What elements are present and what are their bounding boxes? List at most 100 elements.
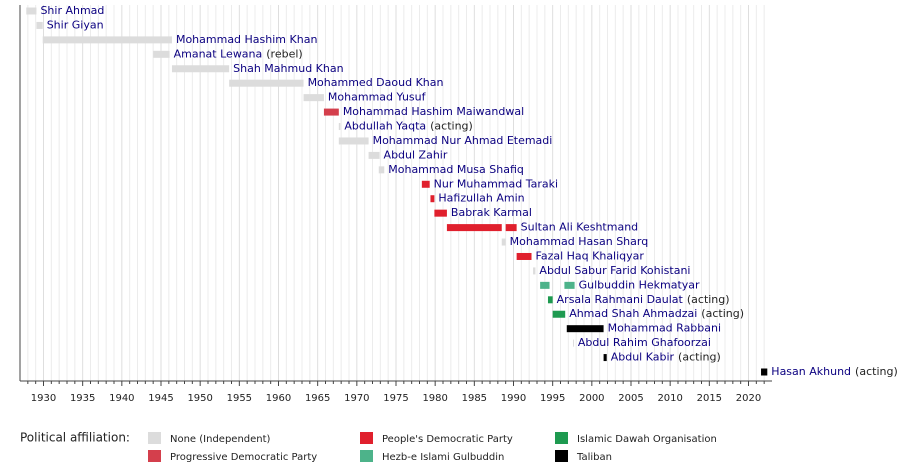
x-tick-label: 2015 — [697, 393, 722, 404]
legend-swatch — [555, 450, 568, 462]
term-bar — [26, 7, 37, 15]
term-bar — [338, 137, 369, 145]
legend-swatch — [360, 450, 373, 462]
x-tick-label: 2010 — [657, 393, 682, 404]
term-note: (acting) — [701, 307, 744, 320]
row-label: Shah Mahmud Khan — [233, 62, 343, 75]
person-name: Fazal Haq Khaliqyar — [536, 249, 645, 262]
row-label: Arsala Rahmani Daulat (acting) — [557, 293, 730, 306]
row-label: Nur Muhammad Taraki — [434, 177, 558, 190]
row-label: Mohammad Yusuf — [328, 91, 427, 104]
term-bar — [323, 108, 339, 116]
row-label: Shir Ahmad — [40, 4, 104, 17]
row-label: Abdul Rahim Ghafoorzai — [578, 336, 711, 349]
term-bar — [430, 195, 435, 203]
term-bar — [421, 180, 430, 188]
person-name: Shir Ahmad — [40, 4, 104, 17]
term-bar — [434, 209, 447, 217]
term-bar — [761, 368, 768, 376]
term-bar — [171, 65, 230, 73]
person-name: Abdullah Yaqta — [344, 120, 426, 133]
x-tick-label: 2020 — [736, 393, 761, 404]
row-label: Sultan Ali Keshtmand — [521, 221, 639, 234]
legend-label: Taliban — [576, 452, 612, 463]
person-name: Ahmad Shah Ahmadzai — [569, 307, 697, 320]
row-label: Mohammad Hashim Maiwandwal — [343, 105, 524, 118]
row-label: Hasan Akhund (acting) — [771, 365, 897, 378]
x-tick-label: 1995 — [540, 393, 565, 404]
term-bar — [446, 224, 502, 232]
person-name: Mohammad Hashim Khan — [176, 33, 317, 46]
row-label: Babrak Karmal — [451, 206, 532, 219]
person-name: Abdul Kabir — [611, 351, 675, 364]
term-bar — [564, 281, 575, 289]
term-bar — [552, 310, 566, 318]
term-bar — [338, 123, 341, 131]
person-name: Mohammad Hashim Maiwandwal — [343, 105, 524, 118]
term-bar — [378, 166, 385, 174]
term-bar — [573, 339, 575, 347]
x-tick-label: 1935 — [70, 393, 95, 404]
row-label: Hafizullah Amin — [438, 192, 524, 205]
legend-label: Islamic Dawah Organisation — [577, 434, 717, 445]
term-bar — [505, 224, 517, 232]
person-name: Mohammad Yusuf — [328, 91, 427, 104]
row-label: Mohammad Hasan Sharq — [510, 235, 649, 248]
term-bar — [603, 354, 607, 362]
legend-label: Progressive Democratic Party — [170, 452, 317, 463]
term-note: (rebel) — [266, 47, 302, 60]
legend-swatch — [148, 450, 161, 462]
row-label: Mohammad Hashim Khan — [176, 33, 317, 46]
person-name: Mohammed Daoud Khan — [308, 76, 444, 89]
person-name: Abdul Sabur Farid Kohistani — [539, 264, 690, 277]
term-bar — [153, 50, 170, 58]
person-name: Hasan Akhund — [771, 365, 851, 378]
term-bar — [501, 238, 506, 246]
person-name: Sultan Ali Keshtmand — [521, 221, 639, 234]
person-name: Amanat Lewana — [174, 47, 263, 60]
row-label: Fazal Haq Khaliqyar — [536, 249, 645, 262]
term-bar — [533, 267, 536, 275]
person-name: Abdul Rahim Ghafoorzai — [578, 336, 711, 349]
person-name: Shah Mahmud Khan — [233, 62, 343, 75]
x-tick-label: 2000 — [579, 393, 604, 404]
row-label: Ahmad Shah Ahmadzai (acting) — [569, 307, 744, 320]
legend-swatch — [360, 432, 373, 444]
x-tick-label: 1990 — [501, 393, 526, 404]
row-label: Abdullah Yaqta (acting) — [344, 120, 472, 133]
person-name: Arsala Rahmani Daulat — [557, 293, 684, 306]
x-tick-label: 1980 — [422, 393, 447, 404]
row-label: Mohammad Nur Ahmad Etemadi — [373, 134, 553, 147]
row-label: Amanat Lewana (rebel) — [174, 47, 303, 60]
person-name: Gulbuddin Hekmatyar — [579, 278, 700, 291]
person-name: Hafizullah Amin — [438, 192, 524, 205]
person-name: Mohammad Rabbani — [608, 322, 721, 335]
x-tick-label: 1965 — [305, 393, 330, 404]
legend-swatch — [148, 432, 161, 444]
x-tick-label: 1940 — [109, 393, 134, 404]
person-name: Shir Giyan — [47, 18, 104, 31]
term-note: (acting) — [430, 120, 473, 133]
person-name: Abdul Zahir — [384, 148, 448, 161]
row-label: Mohammad Musa Shafiq — [388, 163, 524, 176]
term-bar — [229, 79, 304, 87]
term-bar — [368, 151, 380, 159]
person-name: Mohammad Nur Ahmad Etemadi — [373, 134, 553, 147]
x-tick-label: 1985 — [462, 393, 487, 404]
term-note: (acting) — [687, 293, 730, 306]
x-tick-label: 1960 — [266, 393, 291, 404]
term-bar — [547, 296, 553, 304]
term-bar — [303, 94, 324, 102]
row-label: Abdul Zahir — [384, 148, 448, 161]
row-label: Abdul Sabur Farid Kohistani — [539, 264, 690, 277]
person-name: Nur Muhammad Taraki — [434, 177, 558, 190]
legend-label: Hezb-e Islami Gulbuddin — [382, 452, 504, 463]
x-tick-label: 1930 — [31, 393, 56, 404]
term-bar — [566, 325, 604, 333]
term-note: (acting) — [855, 365, 898, 378]
term-bar — [540, 281, 550, 289]
x-tick-label: 1975 — [383, 393, 408, 404]
x-tick-label: 1970 — [344, 393, 369, 404]
term-bar — [36, 21, 43, 29]
